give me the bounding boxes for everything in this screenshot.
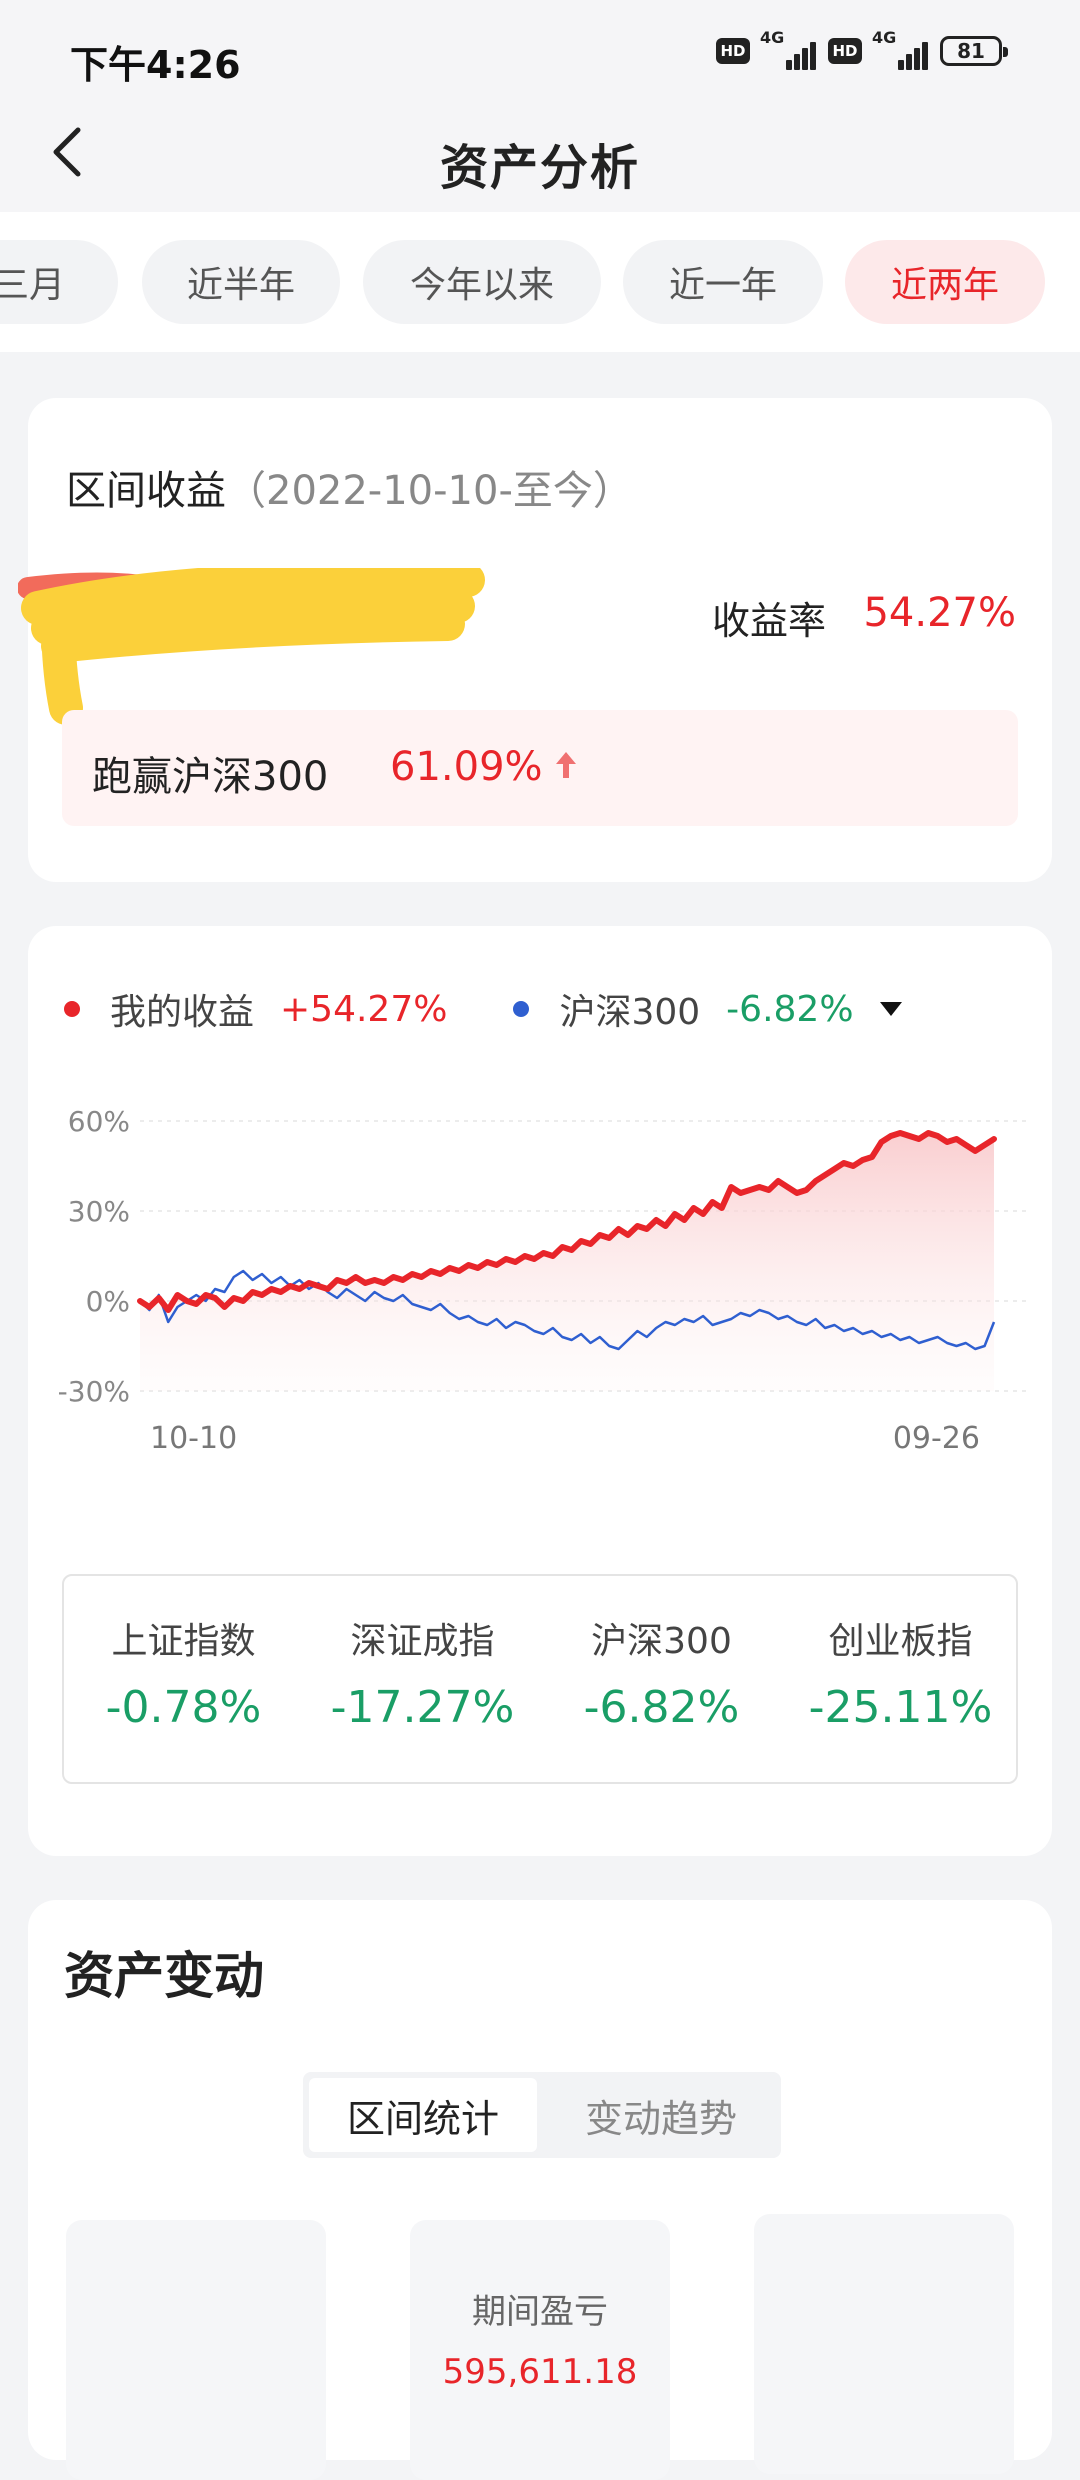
- stat-card: [754, 2214, 1014, 2474]
- index-item: 沪深300 -6.82%: [542, 1612, 781, 1733]
- x-tick-label-end: 09-26: [893, 1421, 980, 1456]
- segment-change-trend[interactable]: 变动趋势: [584, 2096, 737, 2141]
- battery-icon: 81: [940, 36, 1008, 66]
- y-tick-label: 0%: [86, 1285, 130, 1318]
- index-value: -25.11%: [808, 1682, 993, 1733]
- pnl-value: 595,611.18: [442, 2352, 638, 2392]
- stat-card: [66, 2220, 326, 2480]
- performance-chart-card: 我的收益 +54.27% 沪深300 -6.82% 60% 30% 0% -30% 1…: [28, 926, 1052, 1856]
- segment-range-stats[interactable]: 区间统计: [309, 2078, 537, 2152]
- signal-icon: 4G: [760, 28, 818, 70]
- range-title-label: 区间收益: [66, 468, 226, 514]
- range-title: 区间收益（2022-10-10-至今）: [66, 458, 633, 516]
- mine-series-line: [137, 1130, 997, 1313]
- y-tick-label: -30%: [58, 1375, 130, 1408]
- hd-icon: HD: [716, 38, 750, 64]
- index-comparison-box: 上证指数 -0.78% 深证成指 -17.27% 沪深300 -6.82% 创业…: [62, 1574, 1018, 1784]
- index-name: 上证指数: [111, 1621, 256, 1662]
- tab-two-years[interactable]: 近两年: [845, 240, 1045, 324]
- mine-area-fill: [140, 1133, 994, 1391]
- range-dates: （2022-10-10-至今）: [226, 468, 633, 514]
- pnl-label: 期间盈亏: [472, 2292, 608, 2332]
- legend-dot-bench: [513, 1001, 530, 1017]
- y-tick-label: 30%: [68, 1195, 130, 1228]
- legend-bench-value: -6.82%: [726, 988, 854, 1030]
- index-item: 深证成指 -17.27%: [303, 1612, 542, 1733]
- legend-bench-label: 沪深300: [559, 992, 701, 1033]
- back-arrow-icon[interactable]: [44, 122, 94, 182]
- nav-bar: 资产分析: [0, 100, 1080, 213]
- index-value: -6.82%: [583, 1682, 740, 1733]
- index-item: 创业板指 -25.11%: [781, 1612, 1020, 1733]
- index-name: 深证成指: [350, 1621, 495, 1662]
- x-tick-label-start: 10-10: [150, 1421, 237, 1456]
- y-tick-label: 60%: [68, 1105, 130, 1138]
- battery-level: 81: [957, 39, 985, 63]
- index-item: 上证指数 -0.78%: [64, 1612, 303, 1733]
- range-summary-card: 区间收益（2022-10-10-至今） 收益率 54.27% 跑赢沪深300 6…: [18, 398, 1052, 882]
- beat-benchmark-banner: 跑赢沪深300 61.09%: [62, 710, 1018, 826]
- legend-mine-value: +54.27%: [280, 988, 448, 1030]
- chart-legend: 我的收益 +54.27% 沪深300 -6.82%: [64, 984, 902, 1034]
- up-arrow-icon: [556, 752, 576, 778]
- signal-icon: 4G: [872, 28, 930, 70]
- redaction-scribble: [18, 568, 485, 725]
- index-value: -0.78%: [105, 1682, 262, 1733]
- legend-dot-mine: [64, 1001, 80, 1017]
- index-value: -17.27%: [330, 1682, 515, 1733]
- period-tabs: 三月 近半年 今年以来 近一年 近两年: [0, 212, 1080, 352]
- beat-value: 61.09%: [390, 744, 543, 790]
- status-time: 下午4:26: [70, 43, 241, 87]
- tab-half-year[interactable]: 近半年: [142, 240, 340, 324]
- section-title: 资产变动: [64, 1947, 264, 2005]
- benchmark-dropdown-icon[interactable]: [879, 1002, 902, 1016]
- status-icons: HD 4G HD 4G 81: [716, 28, 1008, 70]
- tab-year-to-date[interactable]: 今年以来: [363, 240, 601, 324]
- yield-value: 54.27%: [863, 590, 1016, 636]
- stat-card-pnl: 期间盈亏 595,611.18: [410, 2220, 670, 2480]
- tab-one-year[interactable]: 近一年: [623, 240, 823, 324]
- beat-label: 跑赢沪深300: [92, 754, 329, 800]
- view-segmented-control: 区间统计 变动趋势: [303, 2072, 781, 2158]
- hd-icon: HD: [828, 38, 862, 64]
- performance-line-chart: 60% 30% 0% -30% 10-10 09-26: [58, 1105, 1028, 1456]
- network-type-label: 4G: [872, 28, 897, 47]
- bench-series-line: [139, 1269, 996, 1351]
- yield-label: 收益率: [711, 599, 826, 643]
- tab-three-months[interactable]: 三月: [0, 240, 118, 324]
- asset-change-card: 资产变动 区间统计 变动趋势 期间盈亏 595,611.18: [28, 1900, 1052, 2480]
- index-name: 创业板指: [828, 1621, 973, 1662]
- page-title: 资产分析: [439, 140, 640, 196]
- status-bar: 下午4:26 HD 4G HD 4G 81: [0, 0, 1080, 100]
- legend-mine-label: 我的收益: [110, 992, 255, 1033]
- network-type-label: 4G: [760, 28, 785, 47]
- index-name: 沪深300: [591, 1621, 732, 1662]
